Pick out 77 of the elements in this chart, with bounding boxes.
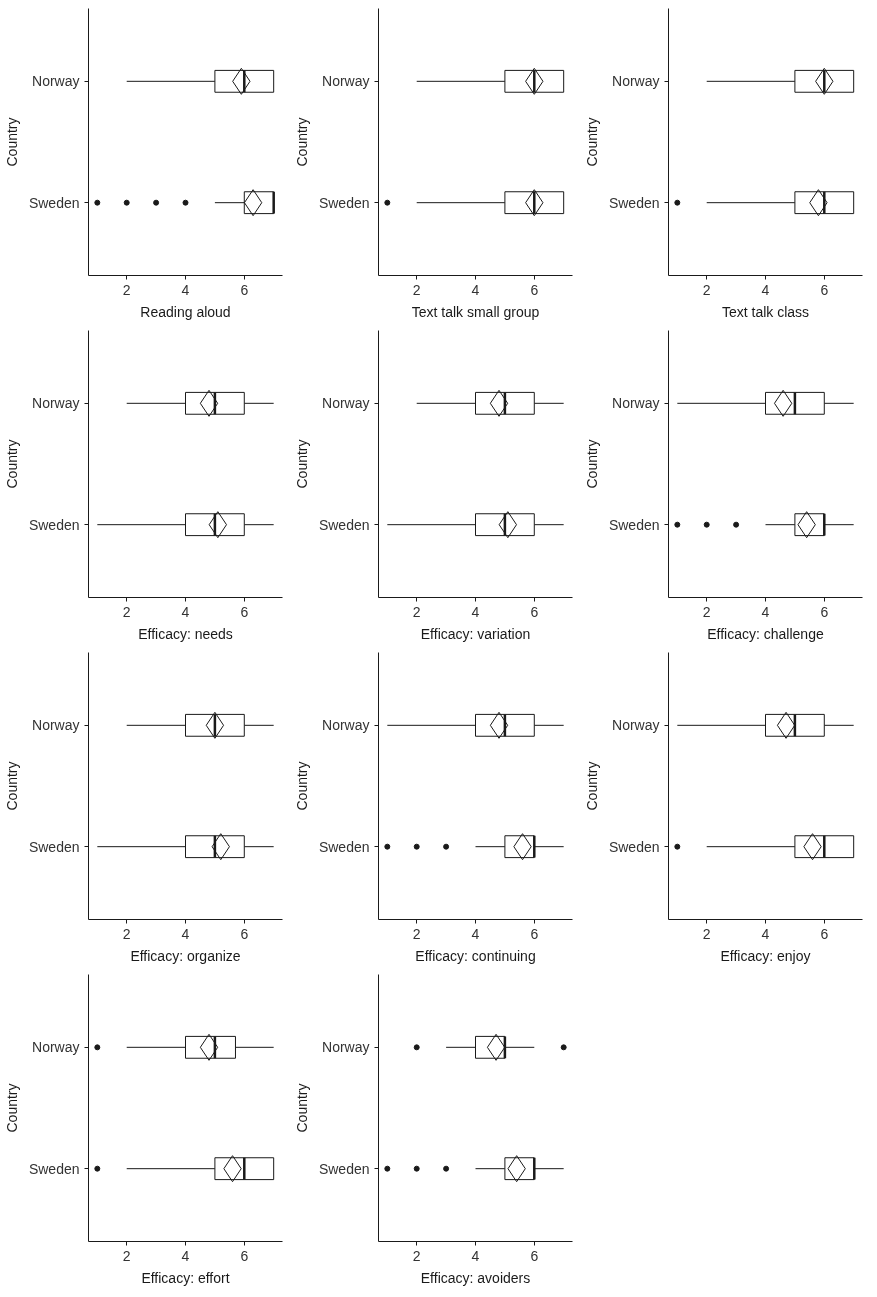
- x-tick-label: 2: [122, 1247, 131, 1264]
- x-tick-label: 2: [122, 281, 131, 298]
- y-tick-label: Sweden: [28, 194, 80, 211]
- x-tick-label: 4: [761, 603, 770, 620]
- y-tick-label: Norway: [612, 73, 660, 90]
- x-axis-title: Efficacy: enjoy: [720, 947, 811, 964]
- x-tick-label: 2: [412, 1247, 421, 1264]
- y-tick-label: Sweden: [318, 1160, 370, 1177]
- y-axis-title: Country: [293, 117, 310, 167]
- x-tick-label: 4: [181, 925, 190, 942]
- x-tick-label: 4: [181, 1247, 190, 1264]
- y-tick-label: Sweden: [608, 194, 660, 211]
- y-tick-label: Sweden: [28, 1160, 80, 1177]
- x-axis-title: Text talk small group: [411, 303, 540, 320]
- x-tick-label: 4: [181, 281, 190, 298]
- x-tick-label: 4: [181, 603, 190, 620]
- y-axis-title: Country: [293, 1083, 310, 1133]
- x-axis-title: Efficacy: avoiders: [420, 1269, 531, 1286]
- x-axis-title: Text talk class: [721, 303, 810, 320]
- y-tick-label: Norway: [322, 1039, 370, 1056]
- x-tick-label: 4: [761, 281, 770, 298]
- x-tick-label: 6: [530, 281, 539, 298]
- y-axis-title: Country: [293, 761, 310, 811]
- x-axis-title: Efficacy: continuing: [415, 947, 536, 964]
- x-tick-label: 2: [702, 925, 711, 942]
- x-axis-title: Efficacy: needs: [138, 625, 233, 642]
- y-tick-label: Sweden: [608, 516, 660, 533]
- y-axis-title: Country: [583, 117, 600, 167]
- x-tick-label: 2: [412, 925, 421, 942]
- y-tick-label: Sweden: [318, 194, 370, 211]
- y-axis-title: Country: [3, 439, 20, 489]
- x-axis-title: Efficacy: challenge: [707, 625, 824, 642]
- x-tick-label: 6: [820, 925, 829, 942]
- y-tick-label: Norway: [612, 717, 660, 734]
- x-tick-label: 4: [471, 281, 480, 298]
- x-tick-label: 6: [530, 603, 539, 620]
- x-tick-label: 4: [471, 1247, 480, 1264]
- x-axis-title: Reading aloud: [140, 303, 231, 320]
- y-tick-label: Norway: [32, 1039, 80, 1056]
- y-tick-label: Sweden: [608, 838, 660, 855]
- x-tick-label: 6: [240, 1247, 249, 1264]
- x-tick-label: 2: [702, 603, 711, 620]
- x-axis-title: Efficacy: effort: [141, 1269, 230, 1286]
- y-tick-label: Sweden: [318, 516, 370, 533]
- x-tick-label: 6: [240, 603, 249, 620]
- x-tick-label: 2: [702, 281, 711, 298]
- y-tick-label: Norway: [32, 73, 80, 90]
- y-tick-label: Norway: [32, 395, 80, 412]
- x-axis-title: Efficacy: organize: [130, 947, 241, 964]
- y-tick-label: Norway: [322, 395, 370, 412]
- x-tick-label: 6: [820, 281, 829, 298]
- y-tick-label: Sweden: [28, 516, 80, 533]
- y-axis-title: Country: [3, 117, 20, 167]
- x-tick-label: 6: [530, 1247, 539, 1264]
- x-tick-label: 2: [122, 925, 131, 942]
- y-tick-label: Sweden: [318, 838, 370, 855]
- y-axis-title: Country: [583, 439, 600, 489]
- y-tick-label: Norway: [322, 73, 370, 90]
- x-tick-label: 6: [240, 925, 249, 942]
- x-tick-label: 4: [761, 925, 770, 942]
- x-axis-title: Efficacy: variation: [420, 625, 531, 642]
- x-tick-label: 6: [240, 281, 249, 298]
- x-tick-label: 4: [471, 925, 480, 942]
- y-tick-label: Norway: [32, 717, 80, 734]
- x-tick-label: 6: [820, 603, 829, 620]
- x-tick-label: 2: [412, 603, 421, 620]
- y-axis-title: Country: [293, 439, 310, 489]
- x-tick-label: 2: [412, 281, 421, 298]
- x-tick-label: 6: [530, 925, 539, 942]
- y-tick-label: Norway: [322, 717, 370, 734]
- x-tick-label: 2: [122, 603, 131, 620]
- x-tick-label: 4: [471, 603, 480, 620]
- y-axis-title: Country: [3, 761, 20, 811]
- y-axis-title: Country: [3, 1083, 20, 1133]
- y-tick-label: Sweden: [28, 838, 80, 855]
- y-axis-title: Country: [583, 761, 600, 811]
- y-tick-label: Norway: [612, 395, 660, 412]
